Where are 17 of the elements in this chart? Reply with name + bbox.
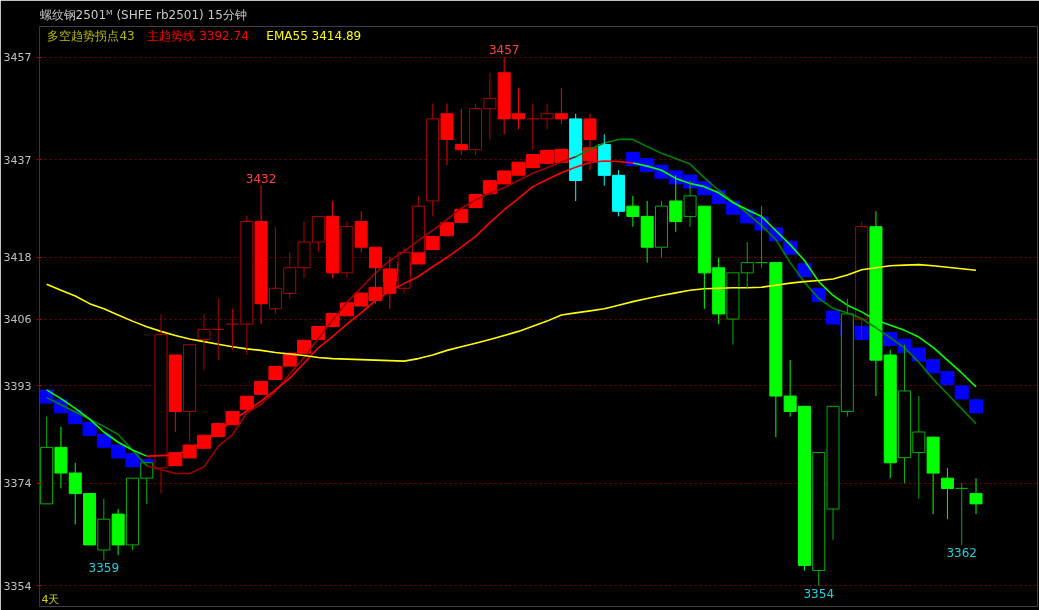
y-tick-label: 3406 — [3, 313, 32, 327]
annotation: 3432 — [245, 171, 277, 186]
chart-title: 螺纹钢2501ᴹ (SHFE rb2501) 15分钟 — [39, 7, 247, 22]
text: EMA55 3414.89 — [266, 29, 362, 44]
annotation: 3457 — [488, 43, 520, 58]
y-tick-label: 3354 — [3, 579, 32, 593]
annotation: 4天 — [41, 592, 60, 606]
chart-subtitle: 多空趋势拐点43 — [47, 29, 135, 44]
annotation: 3362 — [946, 545, 977, 560]
annotation: 3354 — [803, 586, 835, 601]
y-tick-label: 3418 — [3, 251, 32, 265]
y-tick-label: 3437 — [3, 153, 32, 167]
text: 主趋势线 3392.74 — [147, 29, 249, 44]
y-tick-label: 3393 — [3, 379, 32, 393]
y-tick-label: 3457 — [3, 51, 32, 65]
y-tick-label: 3374 — [3, 477, 32, 491]
annotation: 3359 — [88, 561, 120, 576]
